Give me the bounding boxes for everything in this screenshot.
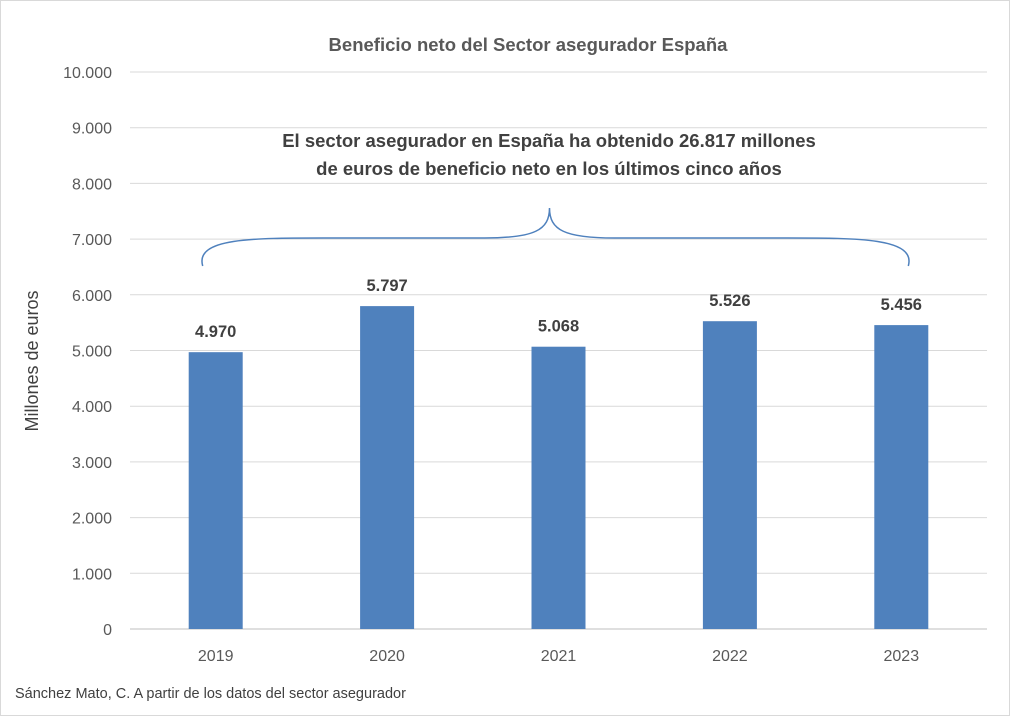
y-tick-label: 8.000	[72, 176, 112, 193]
y-axis-ticks: 0 1.000 2.000 3.000 4.000 5.000 6.000 7.000 8.00…	[63, 65, 112, 639]
bar	[874, 325, 929, 629]
bar	[702, 321, 757, 629]
annotation-line-2: de euros de beneficio neto en los último…	[316, 158, 782, 179]
bar	[531, 346, 586, 629]
y-tick-label: 0	[103, 622, 112, 639]
x-axis-ticks: 2019 2020 2021 2022 2023	[198, 648, 919, 665]
y-tick-label: 10.000	[63, 65, 112, 82]
data-labels: 4.970 5.797 5.068 5.526 5.456	[195, 277, 922, 341]
x-tick-label: 2022	[712, 648, 748, 665]
data-label: 5.526	[709, 292, 750, 310]
x-tick-label: 2020	[369, 648, 405, 665]
bar	[360, 306, 415, 629]
annotation-brace	[201, 207, 910, 267]
y-tick-label: 5.000	[72, 344, 112, 361]
x-tick-label: 2021	[541, 648, 577, 665]
x-tick-label: 2023	[884, 648, 920, 665]
y-tick-label: 2.000	[72, 511, 112, 528]
y-tick-label: 6.000	[72, 288, 112, 305]
y-tick-label: 1.000	[72, 566, 112, 583]
bar	[188, 352, 243, 629]
y-tick-label: 9.000	[72, 121, 112, 138]
x-tick-label: 2019	[198, 648, 234, 665]
source-note: Sánchez Mato, C. A partir de los datos d…	[15, 686, 406, 702]
data-label: 5.068	[538, 318, 579, 336]
y-tick-label: 3.000	[72, 455, 112, 472]
bars	[188, 306, 929, 629]
y-tick-label: 7.000	[72, 232, 112, 249]
data-label: 5.797	[366, 277, 407, 295]
chart-title: Beneficio neto del Sector asegurador Esp…	[329, 34, 729, 55]
annotation-line-1: El sector asegurador en España ha obteni…	[282, 130, 816, 151]
y-axis-title: Millones de euros	[22, 290, 42, 431]
data-label: 4.970	[195, 323, 236, 341]
y-tick-label: 4.000	[72, 399, 112, 416]
data-label: 5.456	[881, 296, 922, 314]
